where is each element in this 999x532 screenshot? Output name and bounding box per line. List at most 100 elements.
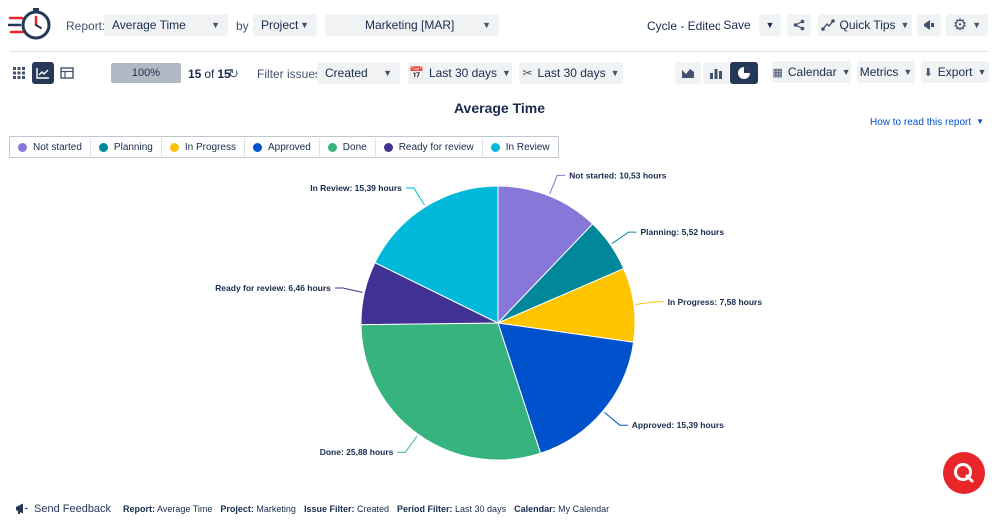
megaphone-icon (924, 20, 934, 30)
metrics-button-label: Metrics (859, 65, 899, 79)
period-compare-button[interactable]: ✂ Last 30 days ▼ (519, 62, 623, 84)
chevron-down-icon: ▼ (300, 20, 309, 30)
legend-swatch (490, 142, 500, 152)
legend-item[interactable]: In Review (483, 138, 558, 156)
report-select-value: Average Time (112, 18, 186, 32)
save-button-label: Save (723, 18, 751, 32)
chevron-down-icon: ▼ (972, 20, 982, 30)
save-options-button[interactable]: ▼ (759, 14, 781, 36)
metrics-button[interactable]: Metrics ▼ (857, 61, 915, 83)
slice-leader-line (549, 174, 566, 195)
calendar-button[interactable]: ▦ Calendar ▼ (772, 61, 851, 83)
legend-item[interactable]: Not started (10, 138, 91, 156)
legend-label: Planning (113, 141, 153, 153)
pie-slice[interactable] (360, 322, 542, 461)
pie-slice[interactable] (497, 322, 635, 454)
slice-leader-line (397, 435, 418, 453)
calendar-icon: 📅 (409, 66, 424, 80)
chat-q-icon (954, 463, 974, 483)
chevron-down-icon: ▼ (765, 20, 775, 30)
footer-period-filter: Period Filter: Last 30 days (397, 504, 507, 514)
slice-label: In Progress: 7,58 hours (668, 297, 763, 307)
footer-project: Project: Marketing (220, 504, 296, 514)
chart-legend: Not started Planning In Progress Approved Do… (9, 136, 559, 158)
table-view-button[interactable] (56, 62, 78, 84)
gear-icon: ⚙ (952, 17, 968, 34)
slice-leader-line (604, 411, 628, 426)
report-label: Report: (66, 19, 106, 33)
chevron-down-icon: ▼ (482, 20, 491, 30)
pie-chart-icon (738, 67, 750, 79)
bar-chart-button[interactable] (703, 62, 729, 84)
legend-swatch (327, 142, 337, 152)
footer-summary: Report: Average Time Project: Marketing … (123, 504, 609, 514)
group-by-select[interactable]: Project ▼ (253, 14, 317, 36)
legend-item[interactable]: In Progress (162, 138, 245, 156)
progress-bar-fill (111, 63, 181, 83)
footer-calendar: Calendar: My Calendar (514, 504, 610, 514)
slice-label: Approved: 15,39 hours (632, 420, 724, 430)
issue-count-of: of (204, 67, 215, 81)
legend-label: In Progress (184, 141, 236, 153)
slice-label: Planning: 5,52 hours (640, 227, 724, 237)
megaphone-icon (16, 503, 28, 514)
header-divider (10, 51, 988, 52)
quick-tips-button[interactable]: Quick Tips ▼ (818, 14, 912, 36)
filter-issues-label: Filter issues: (257, 67, 325, 81)
chevron-down-icon: ▼ (900, 20, 910, 30)
progress-value: 100% (131, 67, 161, 79)
legend-swatch (252, 142, 262, 152)
share-icon (793, 19, 805, 31)
quick-tips-label: Quick Tips (839, 18, 896, 32)
legend-item[interactable]: Approved (245, 138, 320, 156)
send-feedback-label: Send Feedback (34, 503, 112, 515)
chevron-down-icon: ▼ (211, 20, 220, 30)
legend-item[interactable]: Ready for review (376, 138, 483, 156)
area-chart-button[interactable] (675, 62, 701, 84)
refresh-icon[interactable]: ↻ (228, 66, 239, 81)
settings-button[interactable]: ⚙ ▼ (946, 14, 988, 36)
footer-issue-filter: Issue Filter: Created (303, 504, 389, 514)
export-button[interactable]: ⬇ Export ▼ (921, 61, 989, 83)
legend-label: Done (342, 141, 367, 153)
calendar-icon: ▦ (772, 66, 783, 79)
slice-leader-line (334, 287, 363, 293)
period-filter-button[interactable]: 📅 Last 30 days ▼ (408, 62, 512, 84)
pie-chart: Not started: 10,53 hours Planning: 5,52 h… (215, 170, 763, 461)
project-select[interactable]: Marketing [MAR] ▼ (325, 14, 499, 36)
slice-label: Done: 25,88 hours (320, 447, 394, 457)
slice-label: Not started: 10,53 hours (569, 170, 667, 180)
how-to-read-label: How to read this report (870, 117, 972, 128)
filter-issues-select[interactable]: Created ▼ (317, 62, 400, 84)
chevron-down-icon: ▼ (841, 67, 851, 77)
table-icon (60, 67, 74, 79)
grid-view-button[interactable] (8, 62, 30, 84)
issue-count-total: 15 (217, 67, 231, 81)
chevron-down-icon: ▼ (903, 67, 913, 77)
bar-chart-icon (710, 69, 722, 79)
chart-view-button[interactable] (32, 62, 54, 84)
pie-chart-button[interactable] (730, 62, 758, 84)
send-feedback-link[interactable]: Send Feedback (15, 503, 111, 515)
cycle-status: Cycle - Edited (647, 19, 722, 33)
progress-bar: 100% (111, 63, 181, 83)
help-chat-button[interactable] (943, 452, 985, 494)
export-button-label: Export (937, 65, 973, 79)
how-to-read-link[interactable]: How to read this report ▼ (870, 117, 984, 128)
group-by-value: Project (261, 18, 299, 32)
legend-swatch (383, 142, 393, 152)
save-button[interactable]: Save (720, 14, 754, 36)
legend-label: Ready for review (398, 141, 474, 153)
grid-icon (13, 67, 25, 79)
chevron-down-icon: ▼ (976, 117, 985, 126)
share-button[interactable] (787, 14, 811, 36)
legend-label: Not started (33, 141, 82, 153)
legend-item[interactable]: Planning (91, 138, 162, 156)
pie-slice[interactable] (497, 185, 594, 325)
stopwatch-logo-icon (6, 8, 51, 40)
announcements-button[interactable] (917, 14, 941, 36)
report-select[interactable]: Average Time ▼ (104, 14, 228, 36)
pie-slice[interactable] (374, 185, 499, 324)
chevron-down-icon: ▼ (610, 68, 620, 78)
legend-item[interactable]: Done (320, 138, 376, 156)
